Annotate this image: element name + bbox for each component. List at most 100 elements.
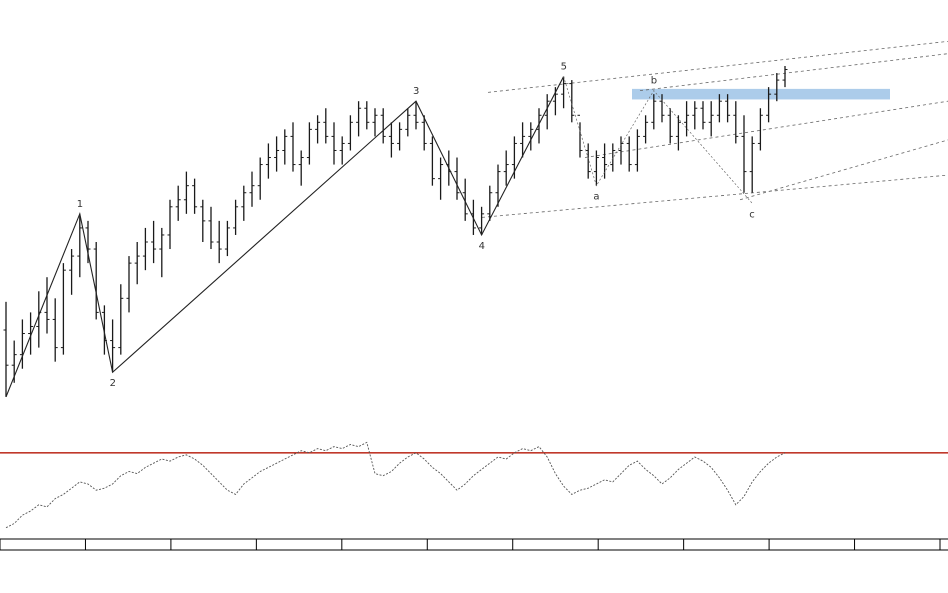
ohlc-bar (749, 136, 755, 193)
ohlc-bar (298, 150, 304, 186)
ohlc-bar (569, 80, 575, 123)
ohlc-bar (626, 136, 632, 172)
ohlc-bar (782, 66, 788, 88)
ohlc-bar (347, 115, 353, 151)
ohlc-bar (69, 249, 75, 295)
resistance-zone (632, 88, 890, 100)
ohlc-bar (233, 199, 239, 235)
ohlc-bar (462, 178, 468, 221)
ohlc-bar (495, 164, 501, 207)
ohlc-bar (438, 157, 444, 200)
channel-line-5 (739, 139, 948, 201)
ohlc-bar (561, 76, 567, 109)
ohlc-bar (372, 108, 378, 137)
ohlc-bar (167, 199, 173, 250)
ohlc-bar (725, 94, 731, 123)
ohlc-bar (528, 122, 534, 151)
wave-label: a (593, 192, 599, 203)
ohlc-bar (118, 284, 124, 355)
wave-label: 5 (561, 62, 567, 73)
ohlc-bar (208, 206, 214, 250)
ohlc-bar (257, 157, 263, 200)
ohlc-bar (323, 108, 329, 144)
ohlc-bar (331, 122, 337, 165)
ohlc-bar (364, 101, 370, 130)
ohlc-bar (544, 94, 550, 130)
ohlc-bar (757, 108, 763, 151)
ohlc-bar (142, 227, 148, 271)
ohlc-bar (93, 242, 99, 320)
ohlc-bar (700, 101, 706, 130)
ohlc-bar (634, 129, 640, 172)
wave-count-line (5, 76, 565, 398)
ohlc-bar (593, 150, 599, 186)
ohlc-bar (151, 220, 157, 264)
ohlc-bar (175, 185, 181, 221)
channel-line-1 (487, 40, 948, 93)
ohlc-bar (241, 185, 247, 221)
ohlc-bar (192, 178, 198, 214)
ohlc-bar (28, 312, 34, 355)
ohlc-bar (577, 114, 583, 158)
ohlc-bar (200, 199, 206, 242)
ohlc-bar (684, 101, 690, 137)
ohlc-bar (643, 115, 649, 144)
ohlc-bar (774, 73, 780, 102)
ohlc-bar (290, 122, 296, 172)
wave-label: 3 (413, 86, 419, 97)
ohlc-bar (183, 171, 189, 214)
ohlc-bar (3, 301, 9, 397)
wave-label: 2 (110, 378, 116, 389)
channel-line-3 (639, 53, 948, 92)
ohlc-bar (610, 143, 616, 172)
ohlc-bar (667, 108, 673, 144)
ohlc-bar (651, 94, 657, 130)
ohlc-bar (126, 256, 132, 313)
correction-count-line (563, 76, 753, 204)
ohlc-bar (44, 277, 50, 334)
ohlc-bar (216, 220, 222, 264)
ohlc-bar (85, 220, 91, 264)
ohlc-bar (602, 143, 608, 179)
ohlc-bar (536, 108, 542, 144)
ohlc-bar (249, 171, 255, 207)
ohlc-bar (675, 115, 681, 151)
ohlc-bar (159, 227, 165, 278)
ohlc-bar (429, 136, 435, 186)
ohlc-bar (134, 242, 140, 285)
wave-label: 4 (479, 241, 485, 252)
ohlc-bar (520, 122, 526, 158)
ohlc-bar (659, 94, 665, 123)
ohlc-bar (224, 220, 230, 257)
channel-line-4 (584, 100, 948, 158)
ohlc-bar (306, 122, 312, 165)
ohlc-bar (388, 122, 394, 158)
ohlc-bar (356, 101, 362, 137)
ohlc-bar (766, 87, 772, 123)
ohlc-bar (282, 129, 288, 165)
ohlc-bar (692, 101, 698, 130)
ohlc-bar (585, 143, 591, 179)
ohlc-bar (487, 185, 493, 221)
ohlc-bar (19, 319, 25, 369)
ohlc-bar (315, 115, 321, 144)
ohlc-bar (397, 122, 403, 151)
ohlc-bar (339, 136, 345, 165)
ohlc-bar (77, 213, 83, 278)
ohlc-bar (405, 108, 411, 137)
ohlc-bar (716, 94, 722, 123)
ohlc-bar (274, 136, 280, 172)
ohlc-bar (60, 263, 66, 355)
ohlc-bar (741, 115, 747, 193)
ohlc-bar (733, 101, 739, 144)
wave-label: c (749, 209, 755, 220)
ohlc-bar (110, 319, 116, 373)
ohlc-bar (265, 143, 271, 179)
ohlc-bar (380, 108, 386, 144)
oscillator-line (5, 441, 786, 529)
wave-label: b (651, 76, 657, 87)
ohlc-bar (454, 157, 460, 200)
wave-label: 1 (77, 199, 83, 210)
